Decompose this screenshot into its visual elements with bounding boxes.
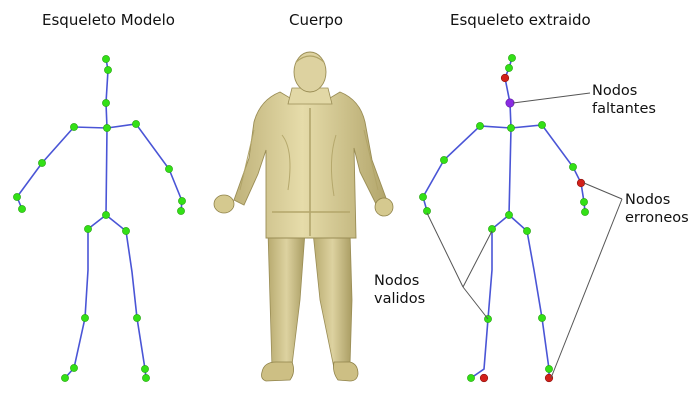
extracted-skeleton-valid-nodes xyxy=(419,54,589,382)
body-title: Cuerpo xyxy=(289,11,344,29)
model-skeleton-bones xyxy=(16,58,183,379)
valid-nodes-label: Nodos validos xyxy=(374,272,425,308)
model-skeleton xyxy=(13,55,186,382)
body-figure xyxy=(213,51,394,382)
model-skeleton-nodes xyxy=(13,55,186,382)
wrong-nodes-label-line2: erroneos xyxy=(625,210,689,226)
annotation-pointers xyxy=(426,92,623,379)
extracted-skeleton-wrong-nodes xyxy=(479,73,586,383)
valid-nodes-label-line1: Nodos xyxy=(374,273,420,289)
extracted-skeleton xyxy=(419,54,589,383)
valid-nodes-label-line2: validos xyxy=(374,291,426,307)
missing-nodes-label-line2: faltantes xyxy=(592,101,656,117)
extracted-skeleton-bones xyxy=(422,57,586,379)
extracted-skeleton-title: Esqueleto extraido xyxy=(450,11,591,29)
model-skeleton-title: Esqueleto Modelo xyxy=(42,11,175,29)
extracted-skeleton-missing-nodes xyxy=(505,98,515,108)
missing-nodes-label: Nodos faltantes xyxy=(592,82,656,118)
wrong-nodes-label: Nodos erroneos xyxy=(625,191,689,227)
wrong-nodes-label-line1: Nodos xyxy=(625,192,671,208)
missing-nodes-label-line1: Nodos xyxy=(592,83,638,99)
